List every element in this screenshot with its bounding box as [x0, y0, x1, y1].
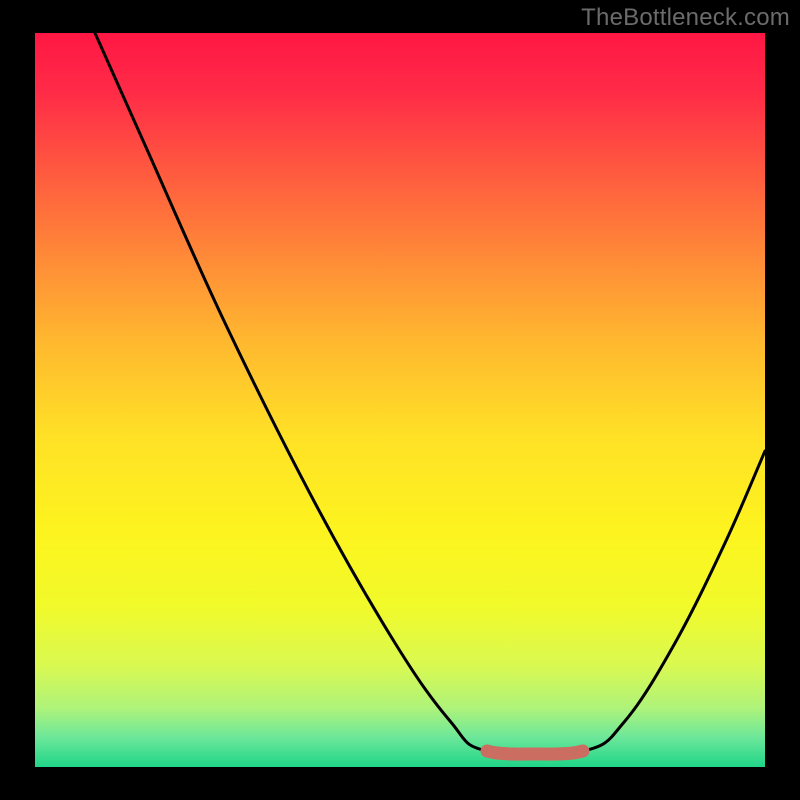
plot-area: [35, 33, 765, 767]
bottleneck-curve: [95, 33, 765, 755]
chart-container: TheBottleneck.com: [0, 0, 800, 800]
optimal-range-marker: [487, 751, 583, 754]
watermark-text: TheBottleneck.com: [581, 4, 790, 32]
curve-layer: [35, 33, 765, 767]
